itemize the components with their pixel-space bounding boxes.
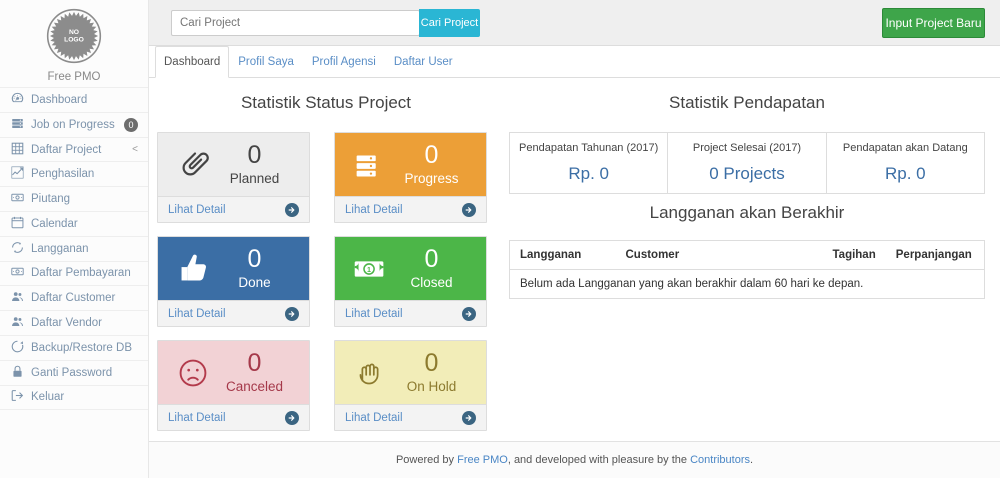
svg-text:1: 1 <box>367 266 371 274</box>
svg-text:LOGO: LOGO <box>64 37 84 44</box>
svg-text:NO: NO <box>69 29 79 36</box>
